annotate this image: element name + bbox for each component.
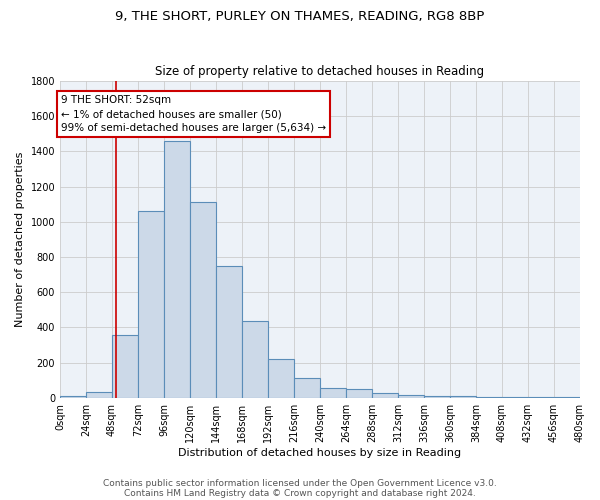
Bar [398, 394, 424, 398]
Bar [60, 396, 86, 398]
Bar [242, 322, 268, 398]
Bar [424, 396, 450, 398]
Text: Contains HM Land Registry data © Crown copyright and database right 2024.: Contains HM Land Registry data © Crown c… [124, 488, 476, 498]
Bar [476, 397, 502, 398]
Bar [346, 389, 372, 398]
Bar [216, 266, 242, 398]
Bar [112, 336, 138, 398]
Bar [372, 392, 398, 398]
Text: 9 THE SHORT: 52sqm
← 1% of detached houses are smaller (50)
99% of semi-detached: 9 THE SHORT: 52sqm ← 1% of detached hous… [61, 95, 326, 133]
Bar [320, 388, 346, 398]
Title: Size of property relative to detached houses in Reading: Size of property relative to detached ho… [155, 66, 485, 78]
Bar [190, 202, 216, 398]
Bar [450, 396, 476, 398]
Bar [164, 141, 190, 398]
Bar [86, 392, 112, 398]
Bar [294, 378, 320, 398]
Text: Contains public sector information licensed under the Open Government Licence v3: Contains public sector information licen… [103, 478, 497, 488]
Text: 9, THE SHORT, PURLEY ON THAMES, READING, RG8 8BP: 9, THE SHORT, PURLEY ON THAMES, READING,… [115, 10, 485, 23]
Bar [268, 359, 294, 398]
Bar [138, 212, 164, 398]
Y-axis label: Number of detached properties: Number of detached properties [15, 152, 25, 327]
X-axis label: Distribution of detached houses by size in Reading: Distribution of detached houses by size … [178, 448, 461, 458]
